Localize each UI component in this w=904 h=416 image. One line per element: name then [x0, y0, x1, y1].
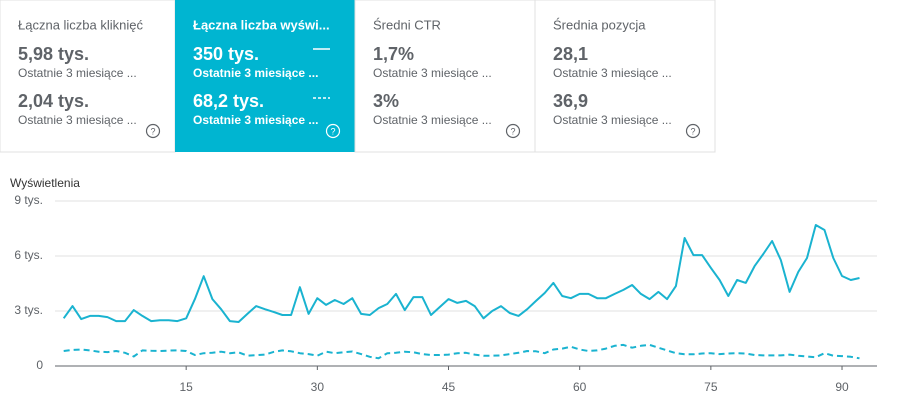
help-icon-mark: ? — [150, 126, 155, 136]
card-sublabel: Ostatnie 3 miesiące ... — [553, 113, 672, 127]
help-icon-mark: ? — [330, 126, 335, 136]
x-tick-label: 90 — [835, 380, 849, 394]
card-title: Średni CTR — [373, 17, 441, 32]
card-background — [175, 0, 355, 152]
x-tick-label: 60 — [573, 380, 587, 394]
line-previous — [63, 343, 860, 360]
x-tick-label: 15 — [179, 380, 193, 394]
card-value: 68,2 tys. — [193, 91, 264, 111]
card-sublabel: Ostatnie 3 miesiące ... — [553, 66, 672, 80]
help-icon[interactable] — [685, 123, 701, 139]
card-sublabel: Ostatnie 3 miesiące ... — [18, 66, 137, 80]
card-value: 350 tys. — [193, 44, 259, 64]
y-tick-label: 3 tys. — [14, 303, 43, 317]
card-value: 2,04 tys. — [18, 91, 89, 111]
y-axis-label: Wyświetlenia — [10, 176, 80, 190]
metric-card[interactable]: Średni CTR 1,7% Ostatnie 3 miesiące ... 3% O… — [354, 0, 536, 153]
card-value: 3% — [373, 91, 399, 111]
y-tick-label: 0 — [36, 358, 43, 372]
line-current — [62, 224, 860, 323]
card-sublabel: Ostatnie 3 miesiące ... — [193, 66, 318, 80]
card-value: 1,7% — [373, 44, 414, 64]
help-icon-mark: ? — [510, 126, 515, 136]
x-tick-label: 45 — [442, 380, 456, 394]
card-background — [354, 0, 536, 153]
metric-card[interactable]: Łączna liczba kliknięć 5,98 tys. Ostatnie … — [0, 0, 176, 153]
card-value: 5,98 tys. — [18, 44, 89, 64]
cards: Łączna liczba kliknięć 5,98 tys. Ostatnie … — [0, 0, 716, 153]
y-tick-label: 6 tys. — [14, 248, 43, 262]
x-tick-label: 75 — [704, 380, 718, 394]
card-value: 36,9 — [553, 91, 588, 111]
x-tick-label: 30 — [311, 380, 325, 394]
help-icon[interactable] — [505, 123, 521, 139]
card-background — [0, 0, 176, 153]
card-sublabel: Ostatnie 3 miesiące ... — [193, 113, 318, 127]
help-icon[interactable] — [145, 123, 161, 139]
card-title: Średnia pozycja — [553, 17, 646, 32]
metric-card[interactable]: Łączna liczba wyświ... 350 tys. Ostatnie 3… — [175, 0, 355, 152]
y-tick-label: 9 tys. — [14, 193, 43, 207]
help-icon[interactable] — [325, 123, 341, 139]
card-title: Łączna liczba wyświ... — [193, 17, 330, 32]
card-background — [534, 0, 716, 153]
card-value: 28,1 — [553, 44, 588, 64]
card-sublabel: Ostatnie 3 miesiące ... — [373, 113, 492, 127]
card-sublabel: Ostatnie 3 miesiące ... — [373, 66, 492, 80]
card-title: Łączna liczba kliknięć — [18, 17, 144, 32]
card-sublabel: Ostatnie 3 miesiące ... — [18, 113, 137, 127]
metric-card[interactable]: Średnia pozycja 28,1 Ostatnie 3 miesiące .… — [534, 0, 716, 153]
help-icon-mark: ? — [690, 126, 695, 136]
